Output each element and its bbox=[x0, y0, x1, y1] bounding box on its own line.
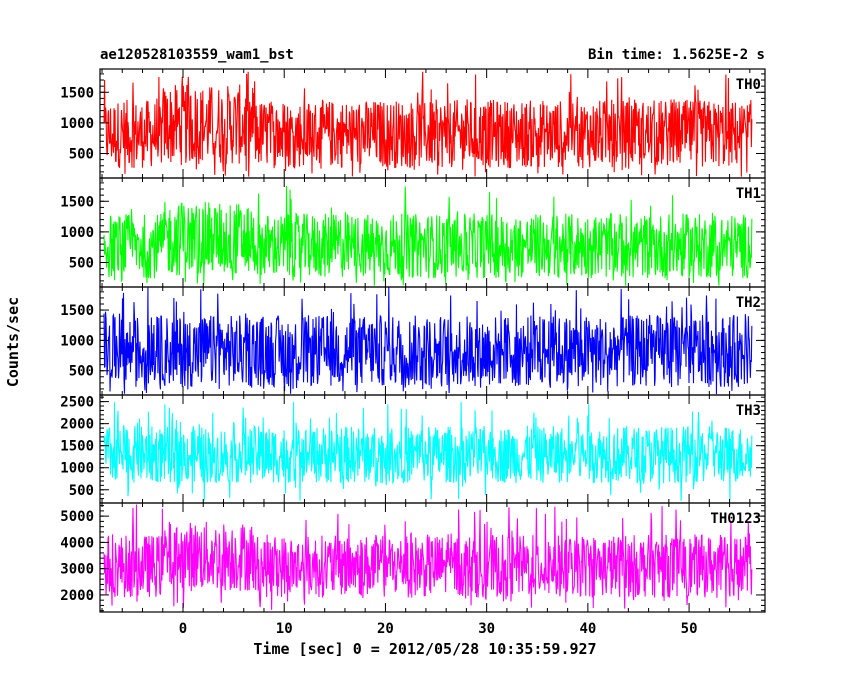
y-axis-label: Counts/sec bbox=[4, 297, 22, 387]
y-tick-label: 2000 bbox=[60, 588, 94, 604]
panel-th2: 500 1000 1500 TH2 bbox=[60, 286, 766, 396]
y-tick-label: 1500 bbox=[60, 439, 94, 455]
panel-th0123: 2000 3000 4000 5000 TH0123 bbox=[60, 502, 766, 613]
y-tick-label: 500 bbox=[69, 483, 94, 499]
x-axis: 0 10 20 30 40 50 bbox=[179, 621, 698, 637]
series-line-th0123 bbox=[103, 504, 753, 610]
y-tick-label: 1500 bbox=[60, 85, 94, 101]
panel-stack: 500 1000 1500 TH0 500 1000 1500 TH1 500 1000 1500 T… bbox=[60, 68, 766, 613]
series-line-th0 bbox=[103, 71, 753, 177]
y-tick-label: 3000 bbox=[60, 562, 94, 578]
y-tick-label: 1500 bbox=[60, 303, 94, 319]
x-axis-label: Time [sec] 0 = 2012/05/28 10:35:59.927 bbox=[253, 640, 596, 658]
y-tick-label: 500 bbox=[69, 256, 94, 272]
series-line-th2 bbox=[103, 287, 753, 395]
plot-title-right: Bin time: 1.5625E-2 s bbox=[588, 47, 765, 63]
y-tick-label: 1000 bbox=[60, 225, 94, 241]
x-tick-label: 30 bbox=[478, 621, 495, 637]
panel-label-th1: TH1 bbox=[736, 186, 761, 202]
x-tick-label: 0 bbox=[179, 621, 187, 637]
x-tick-label: 50 bbox=[681, 621, 698, 637]
y-tick-label: 1000 bbox=[60, 116, 94, 132]
y-tick-label: 2000 bbox=[60, 417, 94, 433]
panel-th0: 500 1000 1500 TH0 bbox=[60, 68, 766, 179]
panel-label-th0123: TH0123 bbox=[710, 511, 761, 527]
x-tick-label: 20 bbox=[377, 621, 394, 637]
panel-label-th2: TH2 bbox=[736, 295, 761, 311]
y-tick-label: 500 bbox=[69, 364, 94, 380]
panel-label-th0: TH0 bbox=[736, 77, 761, 93]
series-line-th3 bbox=[103, 401, 753, 501]
panel-th3: 500 1000 1500 2000 2500 TH3 bbox=[60, 394, 766, 504]
y-tick-label: 2500 bbox=[60, 395, 94, 411]
y-tick-label: 4000 bbox=[60, 535, 94, 551]
panel-frame bbox=[99, 502, 766, 613]
y-tick-label: 1500 bbox=[60, 194, 94, 210]
y-tick-label: 1000 bbox=[60, 333, 94, 349]
x-tick-label: 10 bbox=[276, 621, 293, 637]
y-tick-label: 500 bbox=[69, 147, 94, 163]
panel-th1: 500 1000 1500 TH1 bbox=[60, 177, 766, 288]
y-tick-label: 5000 bbox=[60, 509, 94, 525]
x-tick-label: 40 bbox=[579, 621, 596, 637]
y-tick-label: 1000 bbox=[60, 461, 94, 477]
plot-title-left: ae120528103559_wam1_bst bbox=[100, 47, 294, 63]
series-line-th1 bbox=[103, 186, 753, 286]
panel-label-th3: TH3 bbox=[736, 403, 761, 419]
